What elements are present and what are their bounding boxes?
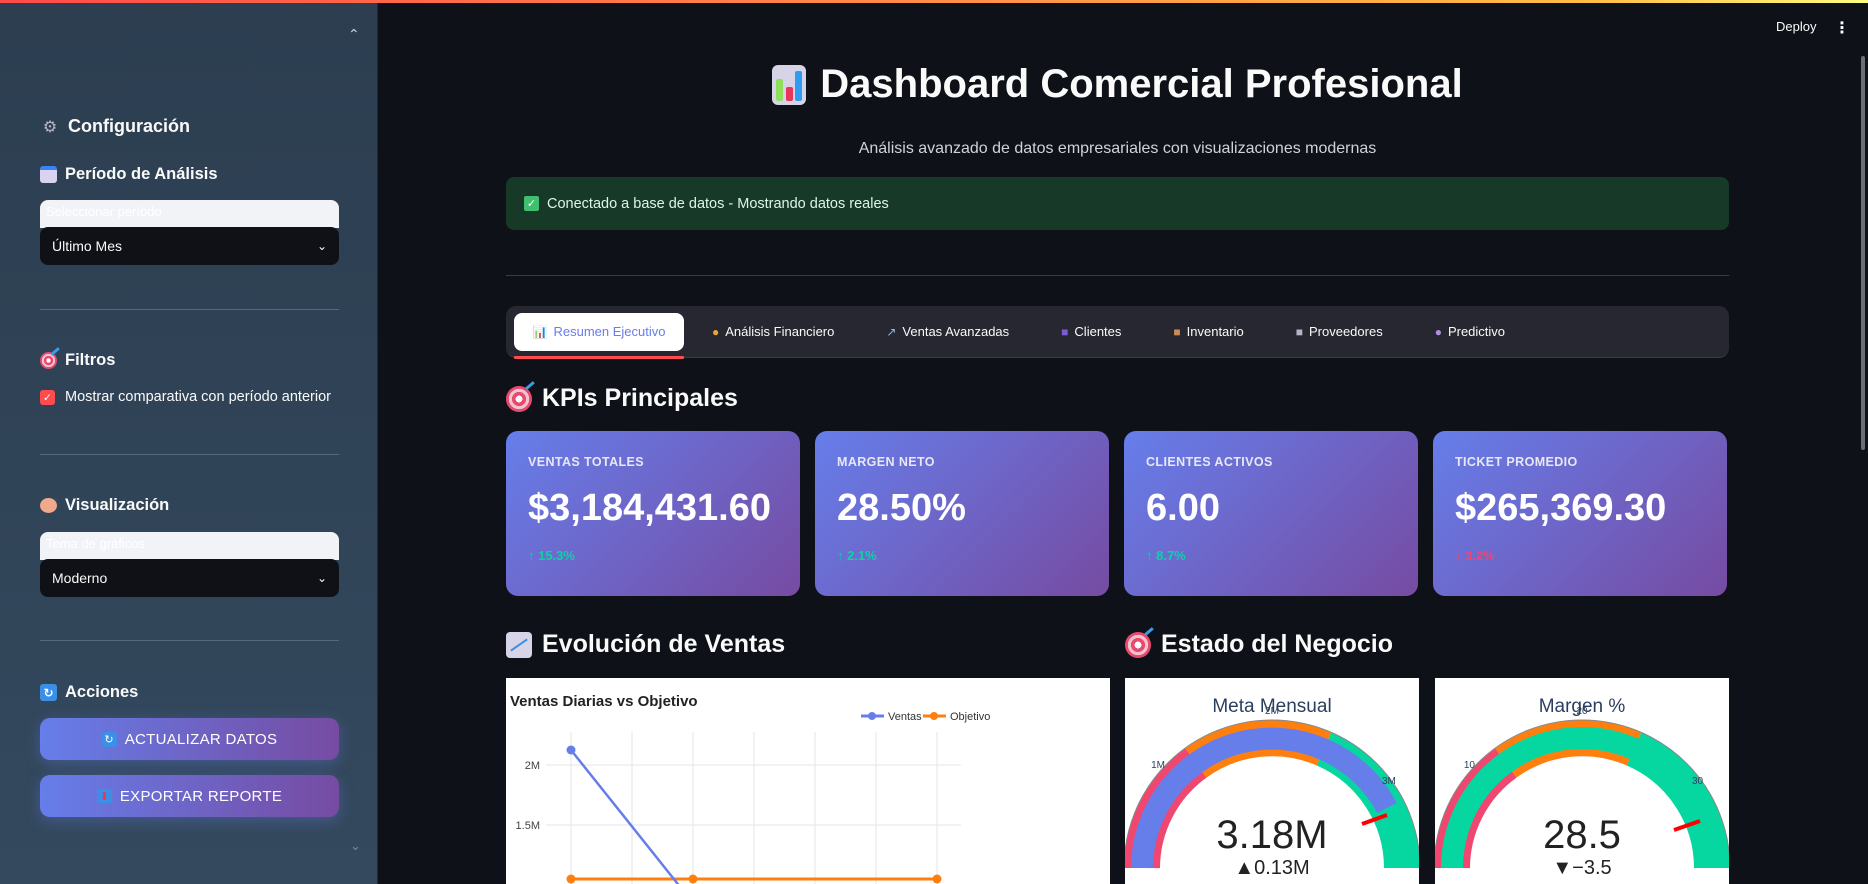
factory-icon: ■ <box>1295 324 1303 339</box>
theme-select-value: Moderno <box>52 570 108 586</box>
sidebar-scroll-chevron-down-icon[interactable]: ⌄ <box>350 838 361 853</box>
svg-text:Objetivo: Objetivo <box>950 711 990 723</box>
sales-series <box>570 749 680 884</box>
kpi-delta: ↑ 2.1% <box>837 548 877 563</box>
kpi-cards: VENTAS TOTALES $3,184,431.60 ↑ 15.3% MAR… <box>506 431 1729 596</box>
refresh-icon: ↻ <box>40 684 57 701</box>
inbox-download-icon: ⬇ <box>96 789 112 803</box>
tab-bar: 📊 Resumen Ejecutivo ● Análisis Financier… <box>506 306 1729 359</box>
tab-inventario[interactable]: ■ Inventario <box>1173 324 1244 339</box>
sidebar: ⌃ ⚙ Configuración Período de Análisis Se… <box>0 0 378 884</box>
kpi-delta: ↓ 3.2% <box>1455 548 1495 563</box>
sales-vs-objective-chart[interactable]: Ventas Diarias vs Objetivo Ventas Objeti… <box>506 678 1110 884</box>
sales-section-title: Evolución de Ventas <box>506 630 785 659</box>
svg-text:▲0.13M: ▲0.13M <box>1234 857 1309 879</box>
svg-text:28.5: 28.5 <box>1543 813 1621 857</box>
palette-icon <box>40 498 57 513</box>
svg-text:10: 10 <box>1464 760 1476 771</box>
tab-ventas-avanzadas[interactable]: ↗ Ventas Avanzadas <box>886 324 1010 339</box>
target-icon <box>1125 631 1151 658</box>
users-icon: ■ <box>1061 324 1069 339</box>
bar-chart-icon <box>772 64 807 105</box>
chart-title: Ventas Diarias vs Objetivo <box>510 693 698 710</box>
business-section-title: Estado del Negocio <box>1125 630 1393 659</box>
period-select-label: Seleccionar período <box>40 200 339 228</box>
kpi-delta: ↑ 15.3% <box>528 548 575 563</box>
period-select[interactable]: Seleccionar período Último Mes ⌄ <box>40 200 339 265</box>
visualization-heading: Visualización <box>40 496 169 515</box>
svg-text:1.5M: 1.5M <box>516 820 540 832</box>
filters-heading: Filtros <box>40 351 115 370</box>
period-select-value: Último Mes <box>52 238 123 254</box>
kpi-delta: ↑ 8.7% <box>1146 548 1186 563</box>
tab-clientes[interactable]: ■ Clientes <box>1061 324 1122 339</box>
svg-text:▼−3.5: ▼−3.5 <box>1552 857 1611 879</box>
tab-predictivo[interactable]: ● Predictivo <box>1434 324 1506 339</box>
page-subtitle: Análisis avanzado de datos empresariales… <box>858 140 1377 157</box>
config-heading: ⚙ Configuración <box>40 116 190 137</box>
svg-text:Meta Mensual: Meta Mensual <box>1212 696 1331 717</box>
refresh-data-button[interactable]: ↻ ACTUALIZAR DATOS <box>40 718 339 760</box>
target-icon <box>40 352 57 369</box>
svg-text:3M: 3M <box>1382 776 1396 787</box>
top-decoration-bar <box>0 0 1868 3</box>
kpi-card-ventas-totales: VENTAS TOTALES $3,184,431.60 ↑ 15.3% <box>506 431 800 596</box>
svg-text:30: 30 <box>1692 776 1704 787</box>
kpi-card-margen-neto: MARGEN NETO 28.50% ↑ 2.1% <box>815 431 1109 596</box>
svg-text:2M: 2M <box>1265 706 1279 717</box>
trend-up-icon: ↗ <box>886 324 897 339</box>
sidebar-collapse-chevron-up-icon[interactable]: ⌃ <box>348 26 360 42</box>
svg-text:Margen %: Margen % <box>1539 696 1626 717</box>
money-bag-icon: ● <box>712 324 720 339</box>
svg-text:Ventas: Ventas <box>888 711 922 723</box>
svg-text:3.18M: 3.18M <box>1216 813 1327 857</box>
trend-up-icon <box>506 631 532 658</box>
sidebar-divider <box>40 640 339 641</box>
actions-heading: ↻ Acciones <box>40 683 138 702</box>
theme-select-box[interactable]: Moderno ⌄ <box>40 559 339 597</box>
check-mark-icon: ✓ <box>524 196 539 211</box>
period-select-box[interactable]: Último Mes ⌄ <box>40 227 339 265</box>
chevron-down-icon: ⌄ <box>316 571 327 585</box>
divider <box>506 275 1729 276</box>
comparison-checkbox[interactable]: ✓ <box>40 389 55 405</box>
svg-text:1M: 1M <box>1151 760 1165 771</box>
tab-proveedores[interactable]: ■ Proveedores <box>1295 324 1383 339</box>
export-report-button[interactable]: ⬇ EXPORTAR REPORTE <box>40 775 339 817</box>
chart-legend[interactable]: Ventas Objetivo <box>861 711 990 723</box>
gear-icon: ⚙ <box>42 118 58 136</box>
kebab-menu-icon[interactable]: ⋮ <box>1834 20 1850 37</box>
svg-text:2M: 2M <box>525 760 540 772</box>
kpi-section-title: KPIs Principales <box>506 384 738 413</box>
monthly-goal-gauge[interactable]: Meta Mensual 3.18M ▲0.13M 0 1M 2M 3M <box>1125 678 1419 884</box>
kpi-card-clientes-activos: CLIENTES ACTIVOS 6.00 ↑ 8.7% <box>1124 431 1418 596</box>
main-scrollbar[interactable] <box>1861 56 1865 450</box>
sidebar-divider <box>40 454 339 455</box>
theme-select[interactable]: Tema de gráficos Moderno ⌄ <box>40 532 339 597</box>
target-icon <box>506 385 532 412</box>
svg-text:20: 20 <box>1576 706 1588 717</box>
comparison-checkbox-label: Mostrar comparativa con período anterior <box>65 389 331 405</box>
tab-analisis-financiero[interactable]: ● Análisis Financiero <box>712 324 835 339</box>
crystal-ball-icon: ● <box>1434 324 1442 339</box>
connection-status-alert: ✓ Conectado a base de datos - Mostrando … <box>506 177 1729 230</box>
period-heading: Período de Análisis <box>40 165 218 184</box>
sidebar-divider <box>40 309 339 310</box>
kpi-card-ticket-promedio: TICKET PROMEDIO $265,369.30 ↓ 3.2% <box>1433 431 1727 596</box>
margin-gauge[interactable]: Margen % 28.5 ▼−3.5 0 10 20 30 40 <box>1435 678 1729 884</box>
line-chart-svg: Ventas Diarias vs Objetivo Ventas Objeti… <box>510 693 990 884</box>
chevron-down-icon: ⌄ <box>316 239 327 253</box>
page-title: Dashboard Comercial Profesional <box>506 62 1729 107</box>
theme-select-label: Tema de gráficos <box>40 532 339 560</box>
calendar-icon <box>40 166 57 183</box>
package-icon: ■ <box>1173 324 1181 339</box>
tab-resumen-ejecutivo[interactable]: 📊 Resumen Ejecutivo <box>514 312 684 359</box>
refresh-icon: ↻ <box>101 731 117 747</box>
bar-chart-icon: 📊 <box>532 324 548 339</box>
comparison-checkbox-row[interactable]: ✓ Mostrar comparativa con período anteri… <box>40 389 331 405</box>
chart-gridlines <box>546 732 961 884</box>
deploy-button[interactable]: Deploy <box>1776 19 1817 34</box>
